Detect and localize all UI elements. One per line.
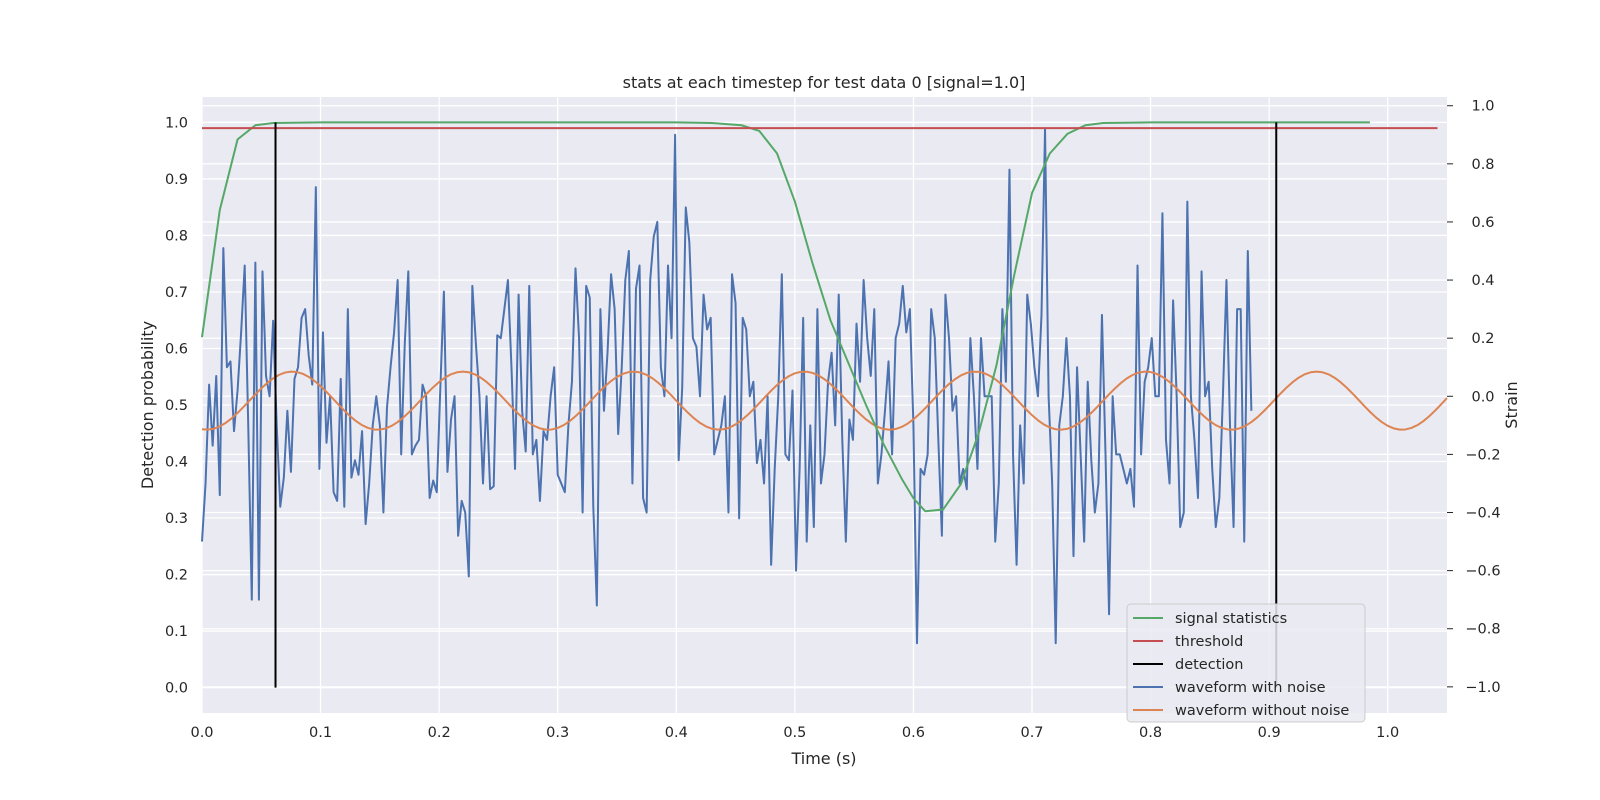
legend-label-noisy: waveform with noise <box>1175 680 1326 696</box>
y-tick-label-right: −0.8 <box>1465 622 1500 638</box>
series-layer <box>201 121 1448 688</box>
y-tick-label-right: −0.4 <box>1465 506 1500 522</box>
x-tick-label: 0.0 <box>190 725 213 741</box>
y-tick-label-right: 1.0 <box>1471 99 1494 115</box>
y-tick-label-right: 0.2 <box>1471 331 1494 347</box>
x-tick-label: 0.9 <box>1258 725 1281 741</box>
legend-box <box>1126 603 1366 723</box>
x-tick-label: 0.7 <box>1020 725 1043 741</box>
right-axis-label: Strain <box>1502 381 1521 428</box>
y-tick-label-left: 1.0 <box>165 115 188 131</box>
waveform-with-noise-line <box>201 127 1253 645</box>
x-tick-label: 0.4 <box>665 725 688 741</box>
y-tick-label-left: 0.4 <box>165 455 188 471</box>
y-tick-label-right: 0.4 <box>1471 273 1494 289</box>
legend-label-threshold: threshold <box>1175 634 1243 650</box>
y-tick-label-left: 0.7 <box>165 285 188 301</box>
x-tick-label: 0.3 <box>546 725 569 741</box>
y-tick-label-right: 0.8 <box>1471 157 1494 173</box>
y-tick-label-left: 0.9 <box>165 172 188 188</box>
y-tick-label-left: 0.6 <box>165 341 188 357</box>
legend-label-clean: waveform without noise <box>1175 703 1349 719</box>
y-tick-label-right: 0.0 <box>1471 389 1494 405</box>
y-tick-label-left: 0.1 <box>165 624 188 640</box>
y-tick-label-left: 0.8 <box>165 228 188 244</box>
x-tick-label: 1.0 <box>1376 725 1399 741</box>
legend-label-signal: signal statistics <box>1175 611 1287 627</box>
y-tick-label-left: 0.5 <box>165 398 188 414</box>
legend: signal statistics threshold detection wa… <box>1126 603 1366 723</box>
y-tick-label-right: −0.2 <box>1465 447 1500 463</box>
axes: 0.0 0.1 0.2 0.3 0.4 0.5 0.6 0.7 0.8 0.9 1.0 0.0 0.1 0… <box>165 99 1501 741</box>
x-tick-label: 0.5 <box>783 725 806 741</box>
x-tick-label: 0.1 <box>309 725 332 741</box>
y-tick-label-left: 0.3 <box>165 511 188 527</box>
x-tick-label: 0.6 <box>902 725 925 741</box>
x-axis-label: Time (s) <box>790 749 856 768</box>
y-tick-label-right: 0.6 <box>1471 215 1494 231</box>
waveform-without-noise-line <box>201 370 1448 431</box>
left-axis-label: Detection probability <box>138 321 157 489</box>
legend-label-detection: detection <box>1175 657 1243 673</box>
x-tick-label: 0.8 <box>1139 725 1162 741</box>
x-tick-label: 0.2 <box>428 725 451 741</box>
y-tick-label-right: −1.0 <box>1465 680 1500 696</box>
y-tick-label-right: −0.6 <box>1465 564 1500 580</box>
signal-statistics-line <box>201 121 1370 513</box>
y-tick-label-left: 0.2 <box>165 568 188 584</box>
y-tick-label-left: 0.0 <box>165 681 188 697</box>
chart-title: stats at each timestep for test data 0 [… <box>623 73 1026 92</box>
